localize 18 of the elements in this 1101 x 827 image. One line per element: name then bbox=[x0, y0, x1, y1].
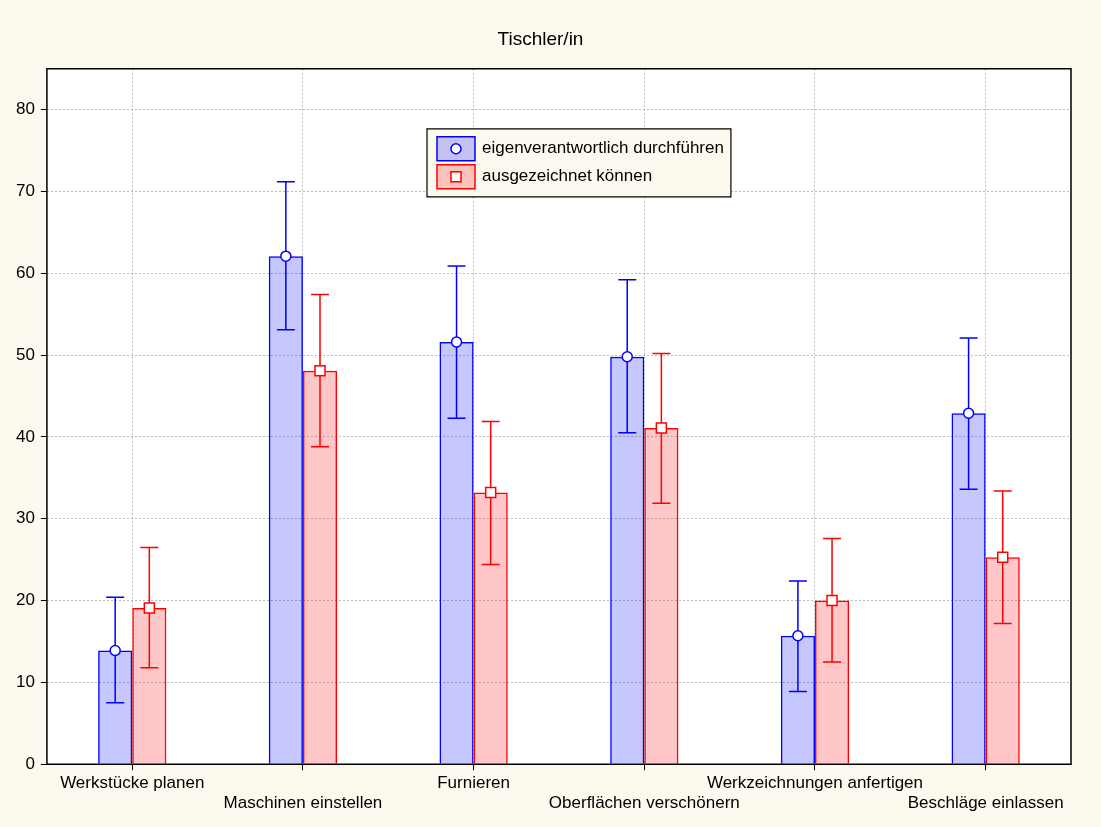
legend-label: ausgezeichnet können bbox=[482, 166, 653, 186]
y-tick-label: 0 bbox=[25, 753, 35, 773]
y-tick-label: 50 bbox=[15, 344, 35, 364]
y-tick-label: 10 bbox=[15, 672, 35, 692]
x-tick-label: Furnieren bbox=[437, 773, 510, 793]
y-tick-label: 60 bbox=[15, 263, 35, 283]
x-tick-label: Beschläge einlassen bbox=[907, 793, 1064, 813]
x-tick-label: Werkstücke planen bbox=[60, 773, 205, 793]
y-tick-label: 70 bbox=[15, 181, 35, 201]
y-tick-label: 30 bbox=[15, 508, 35, 528]
legend-label: eigenverantwortlich durchführen bbox=[482, 138, 724, 158]
x-tick-label: Maschinen einstellen bbox=[223, 793, 383, 813]
chart-title: Tischler/in bbox=[497, 27, 584, 49]
y-tick-label: 80 bbox=[15, 99, 35, 119]
y-tick-label: 20 bbox=[15, 590, 35, 610]
y-tick-label: 40 bbox=[15, 426, 35, 446]
x-tick-label: Oberflächen verschönern bbox=[548, 793, 740, 813]
x-tick-label: Werkzeichnungen anfertigen bbox=[706, 773, 924, 793]
